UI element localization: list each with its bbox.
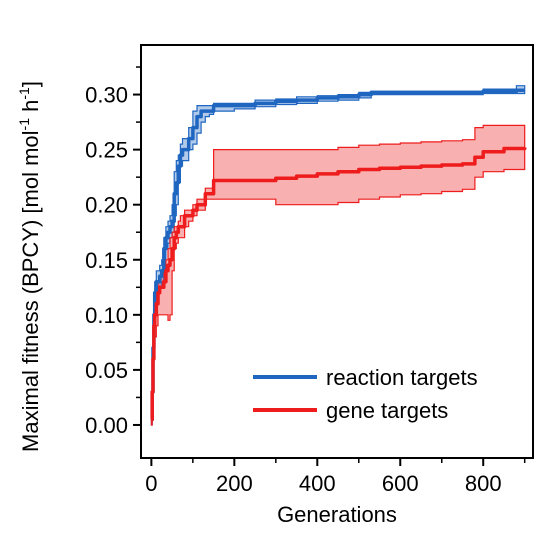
y-tick-label-0: 0.00 [85,413,128,438]
y-tick-label-2: 0.10 [85,303,128,328]
y-axis-title-sup1: -1 [16,118,32,131]
x-tick-label-400: 400 [299,471,336,496]
y-axis-title: Maximal fitness (BPCY) [mol mol-1 h-1] [16,81,43,452]
plot-frame [140,44,534,459]
x-axis-title: Generations [277,502,397,527]
line-reaction-targets [150,88,525,422]
x-tick-label-200: 200 [216,471,253,496]
legend: reaction targets gene targets [253,365,478,423]
legend-label-gene-targets: gene targets [326,398,448,423]
x-tick-label-800: 800 [465,471,502,496]
y-axis-ticks: 0.00 0.05 0.10 0.15 0.20 0.25 0.30 [85,66,141,438]
y-tick-label-6: 0.30 [85,83,128,108]
y-tick-label-3: 0.15 [85,248,128,273]
x-axis-ticks: 0 200 400 600 800 [145,458,526,496]
y-axis-title-main: Maximal fitness (BPCY) [mol mol [18,130,43,452]
series-lines [150,88,527,422]
x-tick-label-600: 600 [382,471,419,496]
y-axis-title-mid: h [18,100,43,118]
y-axis-title-end: ] [18,81,43,87]
y-tick-label-4: 0.20 [85,193,128,218]
legend-label-reaction-targets: reaction targets [326,365,478,390]
x-tick-label-0: 0 [145,471,157,496]
y-axis-title-sup2: -1 [16,87,32,100]
y-tick-label-5: 0.25 [85,138,128,163]
y-tick-label-1: 0.05 [85,358,128,383]
line-gene-targets [150,146,527,422]
